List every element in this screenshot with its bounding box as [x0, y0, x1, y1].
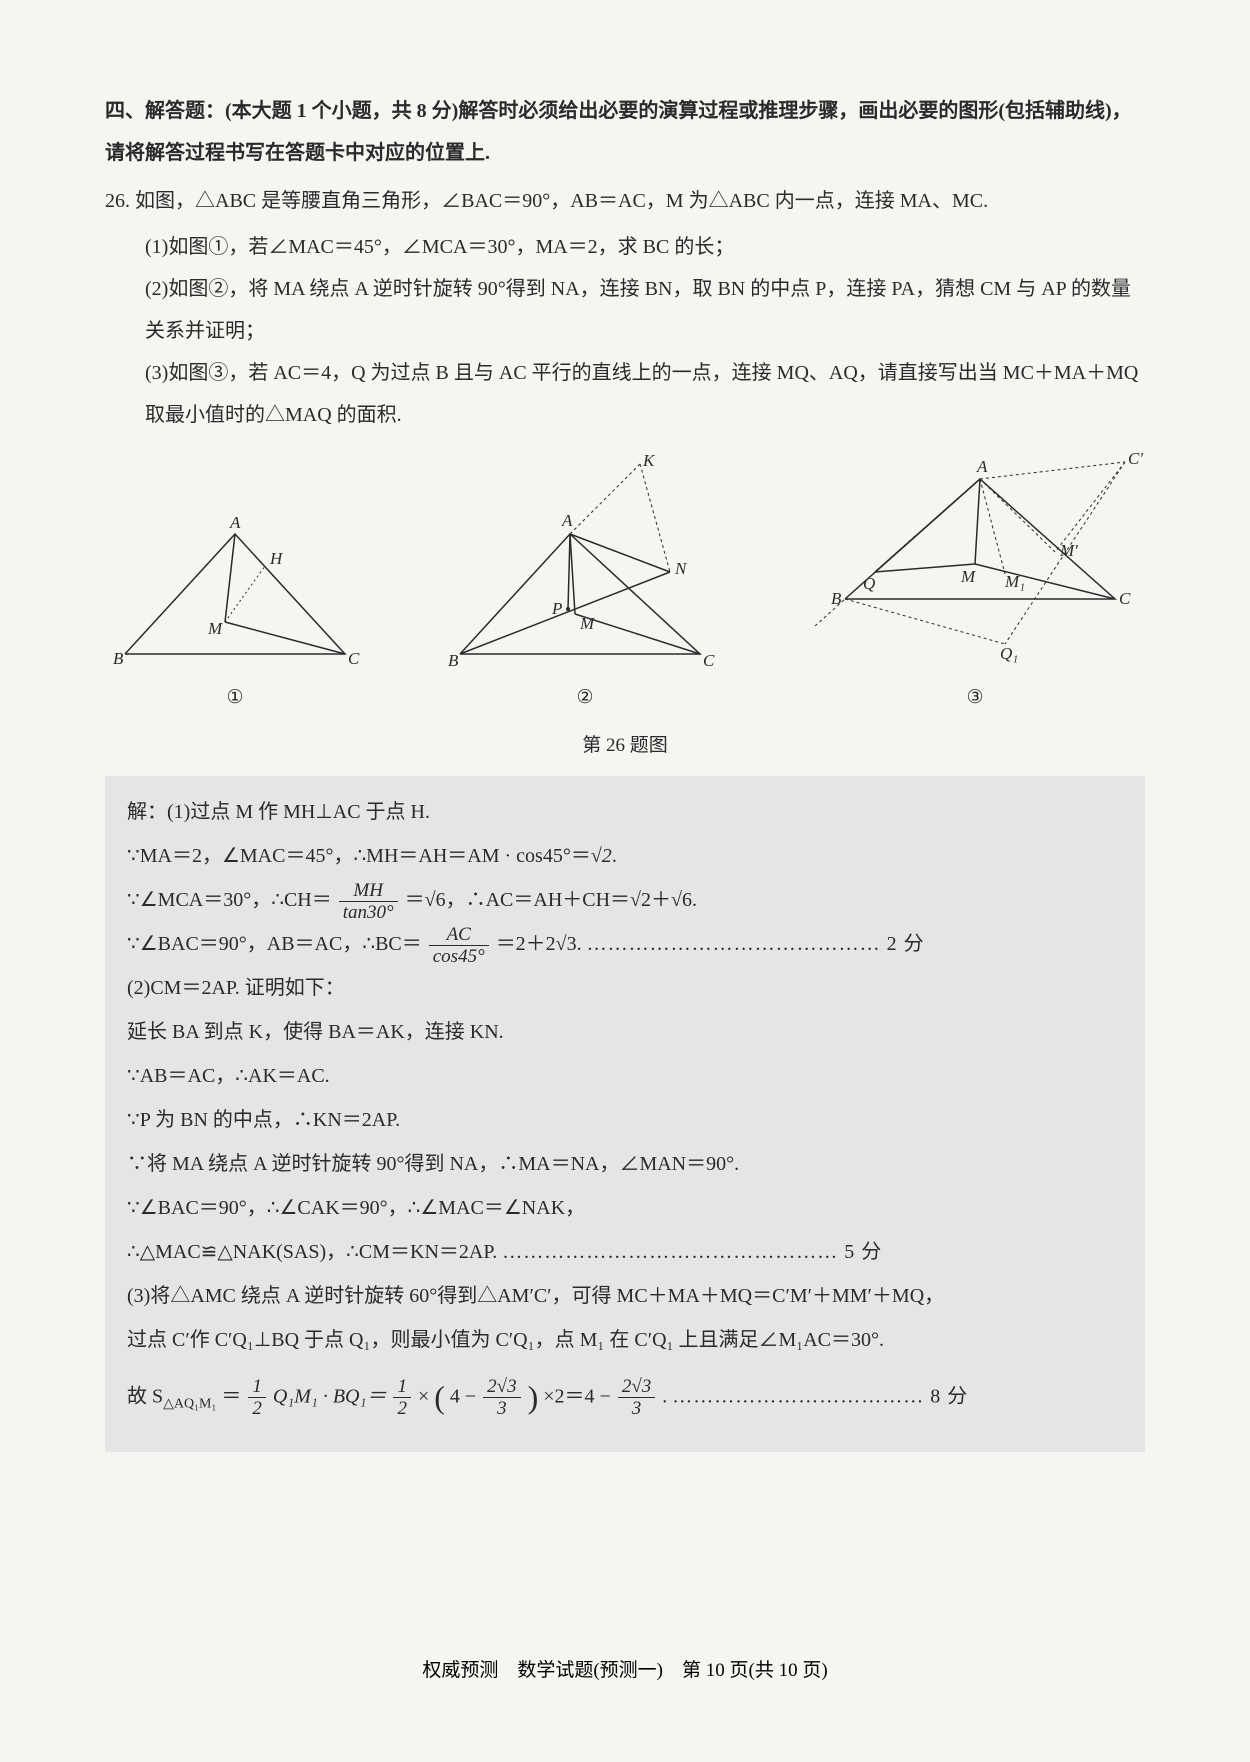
part-3: (3)如图③，若 AC＝4，Q 为过点 B 且与 AC 平行的直线上的一点，连接… [105, 352, 1145, 436]
l13f: ×2＝4 − [543, 1385, 611, 1407]
part-1: (1)如图①，若∠MAC＝45°，∠MCA＝30°，MA＝2，求 BC 的长； [105, 226, 1145, 268]
problem-number: 26. [105, 190, 130, 212]
lbl3-M: M [960, 567, 976, 586]
sol-line8: ∵将 MA 绕点 A 逆时针旋转 90°得到 NA，∴MA＝NA，∠MAN＝90… [127, 1142, 1123, 1186]
frac1: MHtan30° [339, 881, 398, 922]
figure-3: A B C M M₁ C′ M′ Q Q₁ ③ [805, 444, 1145, 718]
part-2: (2)如图②，将 MA 绕点 A 逆时针旋转 90°得到 NA，连接 BN，取 … [105, 268, 1145, 352]
lbl3-Q1: Q₁ [1000, 644, 1018, 663]
frac4: 12 [393, 1377, 411, 1418]
sol-line13: 故 S△AQ₁M₁ ＝ 12 Q₁M₁ · BQ₁＝ 12 × ( 4 − 2√… [127, 1362, 1123, 1432]
l2b: ＝√6，∴AC＝AH＋CH＝√2＋√6. [405, 889, 697, 911]
paren-open: ( [434, 1379, 445, 1415]
lbl3-C: C [1119, 589, 1131, 608]
lbl3-B: B [831, 589, 842, 608]
l3b: ＝2＋2√3. [496, 933, 582, 955]
sol-line2: ∵∠MCA＝30°，∴CH＝ MHtan30° ＝√6，∴AC＝AH＋CH＝√2… [127, 878, 1123, 922]
score1: …………………………………… 2 分 [587, 933, 925, 955]
l1b: √2 [591, 845, 612, 867]
f5d: 3 [483, 1398, 520, 1418]
l10a: ∴△MAC≌△NAK(SAS)，∴CM＝KN＝2AP. [127, 1241, 497, 1263]
sol-line0: 解：(1)过点 M 作 MH⊥AC 于点 H. [127, 790, 1123, 834]
sol-line3: ∵∠BAC＝90°，AB＝AC，∴BC＝ ACcos45° ＝2＋2√3. ……… [127, 922, 1123, 966]
f4d: 2 [393, 1398, 411, 1418]
stem-text: 如图，△ABC 是等腰直角三角形，∠BAC＝90°，AB＝AC，M 为△ABC … [135, 190, 988, 212]
figures-overall-caption: 第 26 题图 [105, 726, 1145, 766]
problem-stem: 26. 如图，△ABC 是等腰直角三角形，∠BAC＝90°，AB＝AC，M 为△… [105, 180, 1145, 222]
lbl-B: B [113, 649, 124, 668]
frac5: 2√33 [483, 1377, 520, 1418]
sol-line11: (3)将△AMC 绕点 A 逆时针旋转 60°得到△AM′C′，可得 MC＋MA… [127, 1274, 1123, 1318]
figure-1-caption: ① [226, 678, 243, 718]
lbl3-Mp: M′ [1059, 541, 1078, 560]
lbl-M: M [207, 619, 223, 638]
lbl3-Q: Q [863, 574, 875, 593]
f1d: tan30° [339, 902, 398, 922]
f3d: 2 [248, 1398, 266, 1418]
score3: ……………………………… 8 分 [672, 1385, 968, 1407]
f1n: MH [339, 881, 398, 902]
frac6: 2√33 [618, 1377, 655, 1418]
paren-close: ) [528, 1379, 539, 1415]
f6n: 2√3 [618, 1377, 655, 1398]
f4n: 1 [393, 1377, 411, 1398]
figure-2-caption: ② [576, 678, 593, 718]
f5n: 2√3 [483, 1377, 520, 1398]
sol-line7: ∵P 为 BN 的中点，∴KN＝2AP. [127, 1098, 1123, 1142]
l1c: . [612, 845, 617, 867]
lbl2-N: N [674, 559, 688, 578]
sol-line9: ∵∠BAC＝90°，∴∠CAK＝90°，∴∠MAC＝∠NAK， [127, 1186, 1123, 1230]
l1a: ∵MA＝2，∠MAC＝45°，∴MH＝AH＝AM · cos45°＝ [127, 845, 591, 867]
frac2: ACcos45° [429, 925, 489, 966]
sol-line6: ∵AB＝AC，∴AK＝AC. [127, 1054, 1123, 1098]
sol-line10: ∴△MAC≌△NAK(SAS)，∴CM＝KN＝2AP. ………………………………… [127, 1230, 1123, 1274]
sol-line1: ∵MA＝2，∠MAC＝45°，∴MH＝AH＝AM · cos45°＝√2. [127, 834, 1123, 878]
figure-3-caption: ③ [966, 678, 983, 718]
lbl2-B: B [448, 651, 459, 670]
lbl3-A: A [976, 457, 988, 476]
frac3: 12 [248, 1377, 266, 1418]
l3a: ∵∠BAC＝90°，AB＝AC，∴BC＝ [127, 933, 422, 955]
score2: ………………………………………… 5 分 [502, 1241, 882, 1263]
solution-box: 解：(1)过点 M 作 MH⊥AC 于点 H. ∵MA＝2，∠MAC＝45°，∴… [105, 776, 1145, 1452]
lbl3-Cp: C′ [1128, 449, 1143, 468]
lbl2-M: M [579, 614, 595, 633]
lbl-A: A [229, 513, 241, 532]
sol-line12: 过点 C′作 C′Q₁⊥BQ 于点 Q₁，则最小值为 C′Q₁，点 M₁ 在 C… [127, 1318, 1123, 1362]
lbl-C: C [348, 649, 360, 668]
lbl2-K: K [642, 454, 656, 470]
l13sub: △AQ₁M₁ [163, 1396, 216, 1411]
lbl3-M1: M₁ [1004, 572, 1025, 591]
sol-line5: 延长 BA 到点 K，使得 BA＝AK，连接 KN. [127, 1010, 1123, 1054]
page-footer: 权威预测 数学试题(预测一) 第 10 页(共 10 页) [0, 1655, 1250, 1682]
f6d: 3 [618, 1398, 655, 1418]
f3n: 1 [248, 1377, 266, 1398]
lbl2-A: A [561, 511, 573, 530]
lbl2-C: C [703, 651, 715, 670]
figure-1-svg: A B C M H [105, 504, 365, 674]
lbl2-P: P [551, 599, 562, 618]
l13e: 4 − [450, 1385, 476, 1407]
sol-line4: (2)CM＝2AP. 证明如下： [127, 966, 1123, 1010]
lbl-H: H [269, 549, 284, 568]
f2n: AC [429, 925, 489, 946]
figures-row: A B C M H ① A B C M [105, 444, 1145, 718]
figure-2-svg: A B C M N P K [440, 454, 730, 674]
l13d: × [418, 1385, 429, 1407]
section-header: 四、解答题：(本大题 1 个小题，共 8 分)解答时必须给出必要的演算过程或推理… [105, 90, 1145, 174]
l2a: ∵∠MCA＝30°，∴CH＝ [127, 889, 332, 911]
l13c: Q₁M₁ · BQ₁＝ [273, 1385, 387, 1407]
l13g: . [662, 1385, 667, 1407]
l13b: ＝ [221, 1385, 241, 1407]
f2d: cos45° [429, 946, 489, 966]
figure-1: A B C M H ① [105, 504, 365, 718]
figure-2: A B C M N P K ② [440, 454, 730, 718]
l13a: 故 S [127, 1385, 163, 1407]
figure-3-svg: A B C M M₁ C′ M′ Q Q₁ [805, 444, 1145, 674]
